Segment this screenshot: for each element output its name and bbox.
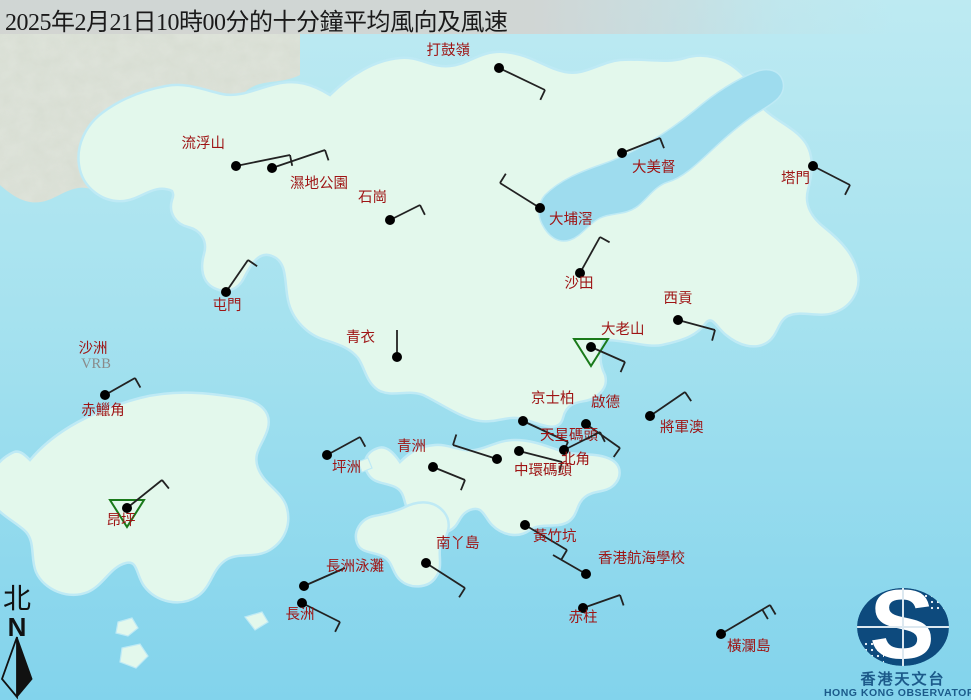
svg-text:VRB: VRB <box>81 356 111 372</box>
svg-text:赤柱: 赤柱 <box>569 609 598 626</box>
svg-text:長洲: 長洲 <box>286 607 315 623</box>
svg-text:長洲泳灘: 長洲泳灘 <box>326 558 384 575</box>
svg-text:北: 北 <box>3 583 31 614</box>
svg-text:沙田: 沙田 <box>565 276 594 292</box>
svg-text:黃竹坑: 黃竹坑 <box>533 528 577 545</box>
svg-text:香港航海學校: 香港航海學校 <box>598 549 685 567</box>
svg-text:大埔滘: 大埔滘 <box>549 211 593 228</box>
svg-text:大美督: 大美督 <box>632 159 676 176</box>
svg-text:打鼓嶺: 打鼓嶺 <box>427 42 471 59</box>
svg-text:將軍澳: 將軍澳 <box>660 419 704 436</box>
svg-text:中環碼頭: 中環碼頭 <box>514 462 572 479</box>
svg-text:坪洲: 坪洲 <box>332 459 361 476</box>
svg-text:HONG KONG OBSERVATORY: HONG KONG OBSERVATORY <box>824 687 971 699</box>
svg-text:香港天文台: 香港天文台 <box>860 670 945 688</box>
svg-text:南丫島: 南丫島 <box>436 535 480 552</box>
svg-text:青洲: 青洲 <box>397 438 426 455</box>
svg-text:濕地公園: 濕地公園 <box>290 175 348 192</box>
svg-text:京士柏: 京士柏 <box>531 390 575 407</box>
svg-text:橫瀾島: 橫瀾島 <box>727 638 771 655</box>
svg-text:大老山: 大老山 <box>601 321 645 338</box>
svg-text:石崗: 石崗 <box>358 189 387 206</box>
svg-text:沙洲: 沙洲 <box>79 341 108 357</box>
svg-text:昂坪: 昂坪 <box>107 512 136 529</box>
svg-text:屯門: 屯門 <box>213 297 242 314</box>
svg-text:西貢: 西貢 <box>664 291 693 307</box>
svg-text:塔門: 塔門 <box>781 170 810 187</box>
svg-text:啟德: 啟德 <box>591 394 620 411</box>
svg-text:流浮山: 流浮山 <box>182 135 226 152</box>
svg-text:青衣: 青衣 <box>346 329 375 346</box>
svg-text:赤鱲角: 赤鱲角 <box>81 402 125 419</box>
svg-text:天星碼頭: 天星碼頭 <box>540 428 598 444</box>
